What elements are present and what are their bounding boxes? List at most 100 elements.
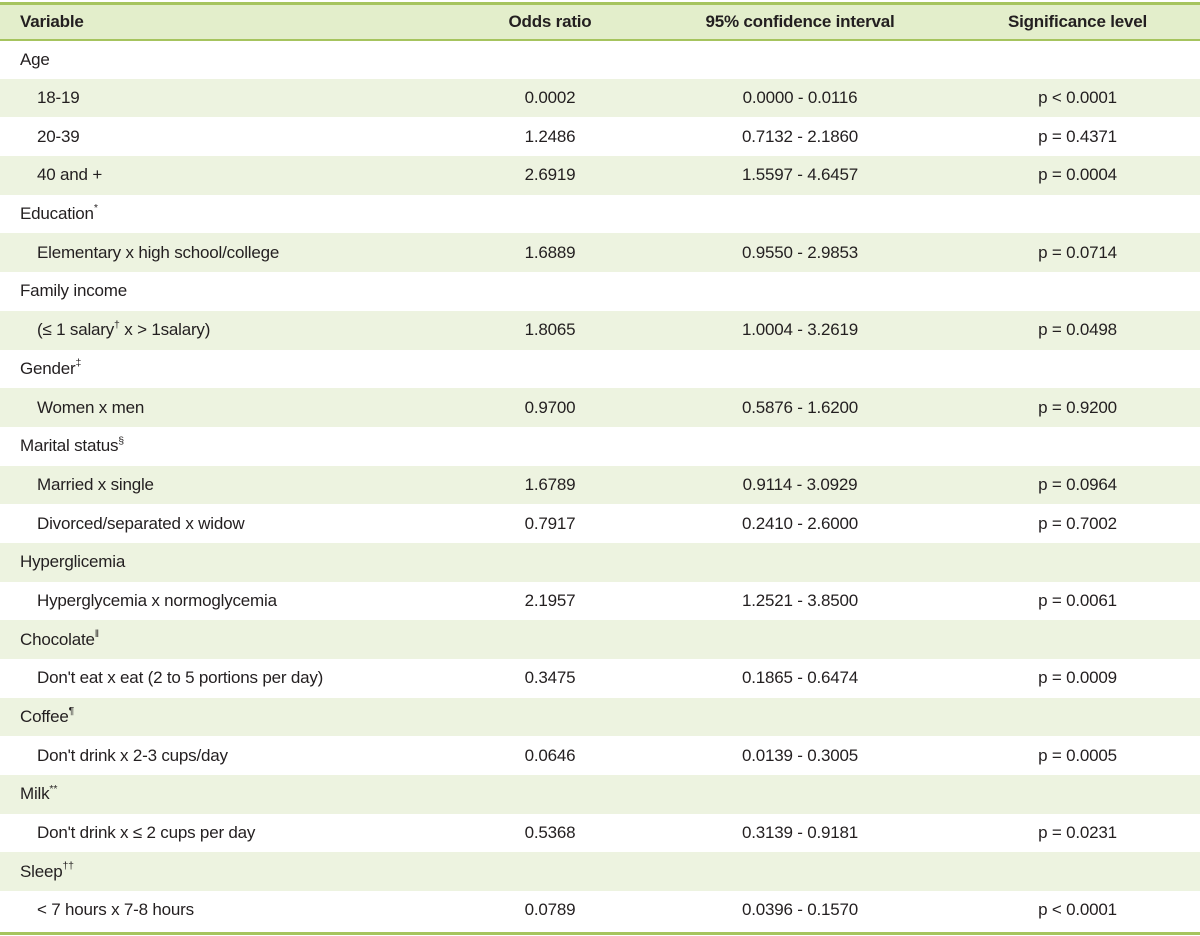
- significance-cell: [955, 852, 1200, 892]
- variable-label: (≤ 1 salary: [37, 320, 115, 340]
- odds-ratio-cell: 2.1957: [524, 590, 576, 610]
- table-row-data: 40 and + 2.6919 1.5597 - 4.6457 p = 0.0004: [0, 156, 1200, 195]
- odds-ratio-cell: 0.3475: [524, 668, 576, 688]
- variable-label: Don't eat x eat (2 to 5 portions per day…: [37, 668, 324, 688]
- table-row-data: 20-39 1.2486 0.7132 - 2.1860 p = 0.4371: [0, 117, 1200, 156]
- footnote-marker: ¶: [68, 705, 75, 718]
- variable-cell: Elementary x high school/college: [0, 233, 455, 273]
- variable-label: Divorced/separated x widow: [37, 513, 245, 533]
- table-header-row: Variable Odds ratio 95% confidence inter…: [0, 5, 1200, 41]
- odds-ratio-cell: [455, 775, 645, 814]
- confidence-interval-cell: [645, 775, 955, 814]
- table-row-category: Age: [0, 40, 1200, 79]
- odds-ratio-cell: [455, 427, 645, 466]
- variable-cell: 40 and +: [0, 156, 455, 195]
- table-row-category: Chocolate‖: [0, 620, 1200, 659]
- significance-cell: p = 0.0498: [955, 310, 1200, 350]
- variable-label: Coffee: [20, 707, 69, 727]
- table-row-data: Don't drink x 2-3 cups/day 0.0646 0.0139 -…: [0, 736, 1200, 775]
- variable-cell: 20-39: [0, 117, 455, 156]
- odds-ratio-cell: [455, 620, 645, 659]
- significance-cell: p < 0.0001: [1038, 900, 1117, 920]
- odds-ratio-cell: 0.7917: [524, 513, 576, 533]
- confidence-interval-cell: 1.0004 - 3.2619: [645, 310, 955, 350]
- odds-ratio-cell: [455, 697, 645, 737]
- odds-ratio-cell: 1.2486: [524, 126, 576, 146]
- confidence-interval-cell: [645, 40, 955, 79]
- significance-cell: p = 0.0005: [1038, 745, 1117, 765]
- confidence-interval-cell: 1.2521 - 3.8500: [741, 590, 859, 610]
- significance-cell: [955, 697, 1200, 737]
- confidence-interval-cell: 0.0396 - 0.1570: [741, 900, 859, 920]
- odds-ratio-cell: [455, 195, 645, 234]
- odds-ratio-cell: [455, 40, 645, 79]
- significance-cell: p = 0.9200: [955, 388, 1200, 427]
- variable-cell: Gender‡: [0, 350, 455, 389]
- odds-ratio-cell: [455, 542, 645, 582]
- table-row-category: Hyperglicemia: [0, 542, 1200, 582]
- significance-cell: p = 0.0714: [955, 233, 1200, 273]
- variable-label: Women x men: [37, 397, 145, 417]
- confidence-interval-cell: [645, 272, 955, 311]
- confidence-interval-cell: [645, 350, 955, 389]
- table-row-category: Education*: [0, 195, 1200, 234]
- confidence-interval-cell: 0.5876 - 1.6200: [645, 388, 955, 427]
- odds-ratio-cell: 0.9700: [455, 388, 645, 427]
- significance-cell: p = 0.0009: [1038, 668, 1117, 688]
- significance-cell: p = 0.0004: [955, 156, 1200, 195]
- odds-ratio-cell: 2.6919: [455, 156, 645, 195]
- variable-label: Gender: [20, 358, 76, 378]
- column-header-variable: Variable: [0, 5, 455, 41]
- significance-cell: p < 0.0001: [955, 78, 1200, 118]
- variable-cell: Women x men: [0, 388, 455, 427]
- footnote-marker: ‖: [94, 628, 99, 640]
- variable-cell: 18-19: [0, 78, 455, 118]
- variable-cell: Coffee¶: [0, 697, 455, 737]
- odds-ratio-cell: [455, 350, 645, 389]
- significance-cell: p = 0.0964: [955, 465, 1200, 505]
- column-header-significance-level: Significance level: [955, 5, 1200, 41]
- confidence-interval-cell: [645, 427, 955, 466]
- variable-cell: Don't drink x 2-3 cups/day: [0, 736, 455, 775]
- variable-label: Hyperglycemia x normoglycemia: [37, 590, 277, 610]
- variable-label: Family income: [20, 281, 127, 301]
- table-row-data: Hyperglycemia x normoglycemia 2.1957 1.252…: [0, 582, 1200, 621]
- table-row-data: 18-19 0.0002 0.0000 - 0.0116 p < 0.0001: [0, 78, 1200, 118]
- variable-cell: Hyperglycemia x normoglycemia: [0, 582, 455, 621]
- footnote-marker: §: [118, 434, 124, 447]
- confidence-interval-cell: 0.9550 - 2.9853: [645, 233, 955, 273]
- variable-label: Marital status: [20, 436, 119, 456]
- column-header-odds-ratio: Odds ratio: [455, 5, 645, 41]
- confidence-interval-cell: [645, 195, 955, 234]
- significance-cell: p = 0.0231: [1038, 823, 1117, 843]
- table-row-data: (≤ 1 salary† x > 1salary) 1.8065 1.0004 - …: [0, 310, 1200, 350]
- variable-cell: (≤ 1 salary† x > 1salary): [0, 310, 455, 350]
- odds-ratio-cell: 1.6789: [455, 465, 645, 505]
- variable-label: Don't drink x ≤ 2 cups per day: [37, 823, 256, 843]
- confidence-interval-cell: 0.3139 - 0.9181: [741, 823, 859, 843]
- table-row-category: Family income: [0, 272, 1200, 311]
- variable-cell: Sleep††: [0, 852, 455, 892]
- odds-ratio-cell: 1.8065: [455, 310, 645, 350]
- variable-label: 40 and +: [37, 165, 103, 185]
- table-row-category: Marital status§: [0, 427, 1200, 466]
- footnote-marker: †: [114, 318, 120, 331]
- variable-label: Elementary x high school/college: [37, 242, 280, 262]
- significance-cell: [955, 350, 1200, 389]
- table-row-data: Women x men 0.9700 0.5876 - 1.6200 p = 0.92…: [0, 388, 1200, 427]
- column-header-confidence-interval: 95% confidence interval: [645, 5, 955, 41]
- variable-cell: Family income: [0, 272, 455, 311]
- odds-ratio-cell: 0.0646: [524, 745, 576, 765]
- confidence-interval-cell: 0.0000 - 0.0116: [645, 78, 955, 118]
- significance-cell: [955, 195, 1200, 234]
- confidence-interval-cell: [645, 697, 955, 737]
- variable-label: Married x single: [37, 474, 154, 494]
- significance-cell: [955, 272, 1200, 311]
- variable-cell: Hyperglicemia: [0, 542, 455, 582]
- confidence-interval-cell: 0.0139 - 0.3005: [741, 745, 859, 765]
- odds-ratio-cell: 0.5368: [524, 823, 576, 843]
- variable-cell: Milk**: [0, 775, 455, 814]
- table-row-data: < 7 hours x 7-8 hours 0.0789 0.0396 - 0.15…: [0, 891, 1200, 930]
- confidence-interval-cell: 0.1865 - 0.6474: [741, 668, 859, 688]
